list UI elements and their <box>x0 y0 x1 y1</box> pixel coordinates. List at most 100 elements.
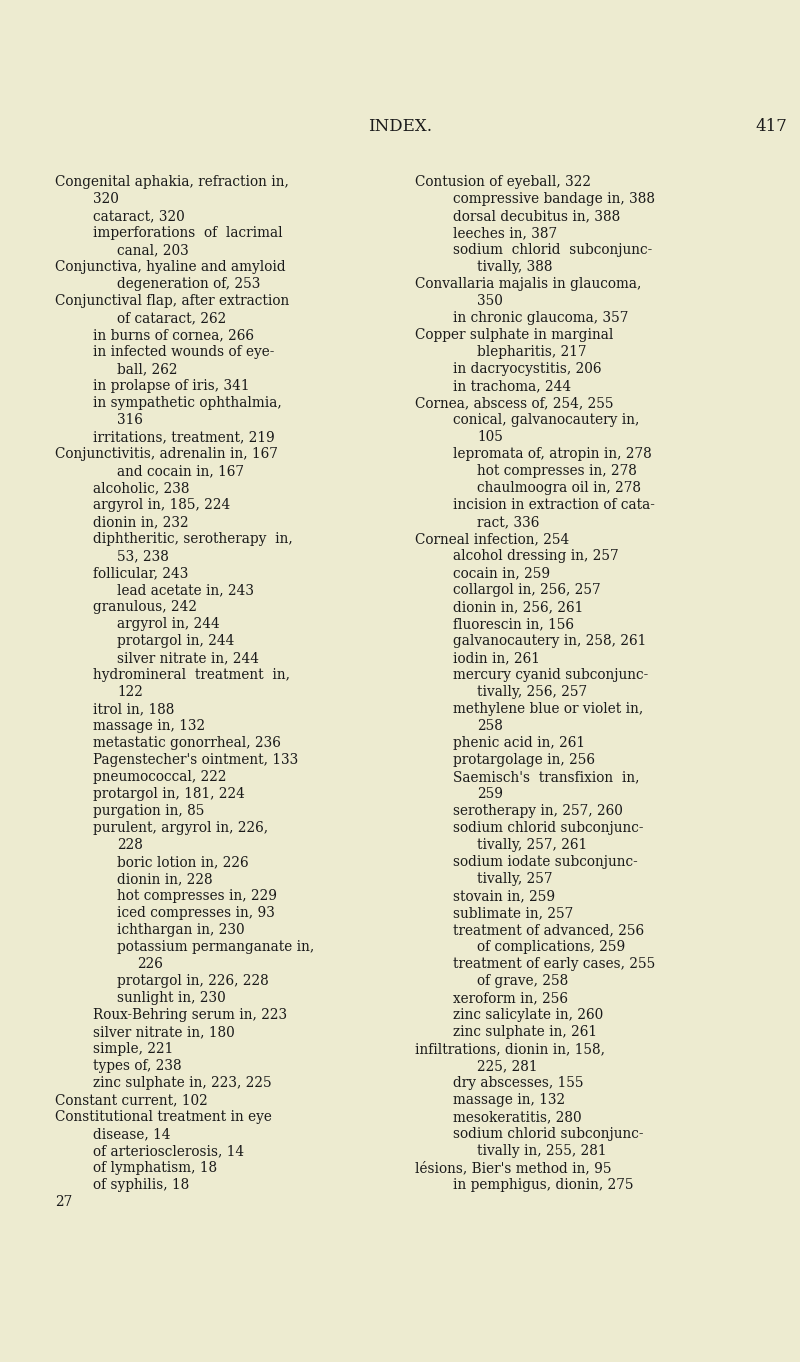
Text: leeches in, 387: leeches in, 387 <box>453 226 557 240</box>
Text: lead acetate in, 243: lead acetate in, 243 <box>117 583 254 597</box>
Text: xeroform in, 256: xeroform in, 256 <box>453 992 568 1005</box>
Text: sublimate in, 257: sublimate in, 257 <box>453 906 574 919</box>
Text: blepharitis, 217: blepharitis, 217 <box>477 345 586 360</box>
Text: and cocain in, 167: and cocain in, 167 <box>117 464 244 478</box>
Text: irritations, treatment, 219: irritations, treatment, 219 <box>93 430 274 444</box>
Text: phenic acid in, 261: phenic acid in, 261 <box>453 735 585 750</box>
Text: cocain in, 259: cocain in, 259 <box>453 567 550 580</box>
Text: of complications, 259: of complications, 259 <box>477 940 626 953</box>
Text: Roux-Behring serum in, 223: Roux-Behring serum in, 223 <box>93 1008 287 1022</box>
Text: Conjunctiva, hyaline and amyloid: Conjunctiva, hyaline and amyloid <box>55 260 286 274</box>
Text: INDEX.: INDEX. <box>368 118 432 135</box>
Text: tivally, 388: tivally, 388 <box>477 260 553 274</box>
Text: dry abscesses, 155: dry abscesses, 155 <box>453 1076 583 1090</box>
Text: dorsal decubitus in, 388: dorsal decubitus in, 388 <box>453 208 620 223</box>
Text: of cataract, 262: of cataract, 262 <box>117 311 226 326</box>
Text: Constitutional treatment in eye: Constitutional treatment in eye <box>55 1110 272 1124</box>
Text: Constant current, 102: Constant current, 102 <box>55 1092 208 1107</box>
Text: alcoholic, 238: alcoholic, 238 <box>93 481 190 494</box>
Text: 105: 105 <box>477 430 503 444</box>
Text: silver nitrate in, 244: silver nitrate in, 244 <box>117 651 259 665</box>
Text: argyrol in, 244: argyrol in, 244 <box>117 617 220 631</box>
Text: potassium permanganate in,: potassium permanganate in, <box>117 940 314 953</box>
Text: Congenital aphakia, refraction in,: Congenital aphakia, refraction in, <box>55 174 289 189</box>
Text: incision in extraction of cata-: incision in extraction of cata- <box>453 498 655 512</box>
Text: 27: 27 <box>55 1194 72 1209</box>
Text: silver nitrate in, 180: silver nitrate in, 180 <box>93 1026 234 1039</box>
Text: tivally, 256, 257: tivally, 256, 257 <box>477 685 587 699</box>
Text: granulous, 242: granulous, 242 <box>93 601 197 614</box>
Text: treatment of advanced, 256: treatment of advanced, 256 <box>453 923 644 937</box>
Text: Conjunctival flap, after extraction: Conjunctival flap, after extraction <box>55 294 290 308</box>
Text: of lymphatism, 18: of lymphatism, 18 <box>93 1160 217 1175</box>
Text: compressive bandage in, 388: compressive bandage in, 388 <box>453 192 655 206</box>
Text: massage in, 132: massage in, 132 <box>93 719 205 733</box>
Text: zinc sulphate in, 261: zinc sulphate in, 261 <box>453 1026 597 1039</box>
Text: purulent, argyrol in, 226,: purulent, argyrol in, 226, <box>93 821 268 835</box>
Text: types of, 238: types of, 238 <box>93 1060 182 1073</box>
Text: 259: 259 <box>477 787 503 801</box>
Text: in sympathetic ophthalmia,: in sympathetic ophthalmia, <box>93 396 282 410</box>
Text: in burns of cornea, 266: in burns of cornea, 266 <box>93 328 254 342</box>
Text: tivally in, 255, 281: tivally in, 255, 281 <box>477 1144 606 1158</box>
Text: treatment of early cases, 255: treatment of early cases, 255 <box>453 957 655 971</box>
Text: lésions, Bier's method in, 95: lésions, Bier's method in, 95 <box>415 1160 611 1175</box>
Text: zinc salicylate in, 260: zinc salicylate in, 260 <box>453 1008 603 1022</box>
Text: hydromineral  treatment  in,: hydromineral treatment in, <box>93 667 290 682</box>
Text: 350: 350 <box>477 294 503 308</box>
Text: 320: 320 <box>93 192 119 206</box>
Text: fluorescin in, 156: fluorescin in, 156 <box>453 617 574 631</box>
Text: tivally, 257: tivally, 257 <box>477 872 553 887</box>
Text: massage in, 132: massage in, 132 <box>453 1092 565 1107</box>
Text: hot compresses in, 229: hot compresses in, 229 <box>117 889 277 903</box>
Text: metastatic gonorrheal, 236: metastatic gonorrheal, 236 <box>93 735 281 750</box>
Text: ball, 262: ball, 262 <box>117 362 178 376</box>
Text: protargol in, 244: protargol in, 244 <box>117 633 234 648</box>
Text: serotherapy in, 257, 260: serotherapy in, 257, 260 <box>453 804 623 819</box>
Text: 226: 226 <box>137 957 163 971</box>
Text: 316: 316 <box>117 413 143 428</box>
Text: follicular, 243: follicular, 243 <box>93 567 188 580</box>
Text: 122: 122 <box>117 685 143 699</box>
Text: protargol in, 226, 228: protargol in, 226, 228 <box>117 974 269 987</box>
Text: sunlight in, 230: sunlight in, 230 <box>117 992 226 1005</box>
Text: Corneal infection, 254: Corneal infection, 254 <box>415 533 570 546</box>
Text: Contusion of eyeball, 322: Contusion of eyeball, 322 <box>415 174 591 189</box>
Text: of arteriosclerosis, 14: of arteriosclerosis, 14 <box>93 1144 244 1158</box>
Text: sodium  chlorid  subconjunc-: sodium chlorid subconjunc- <box>453 242 652 257</box>
Text: chaulmoogra oil in, 278: chaulmoogra oil in, 278 <box>477 481 641 494</box>
Text: simple, 221: simple, 221 <box>93 1042 174 1056</box>
Text: stovain in, 259: stovain in, 259 <box>453 889 555 903</box>
Text: tivally, 257, 261: tivally, 257, 261 <box>477 838 587 853</box>
Text: in infected wounds of eye-: in infected wounds of eye- <box>93 345 274 360</box>
Text: boric lotion in, 226: boric lotion in, 226 <box>117 855 249 869</box>
Text: in chronic glaucoma, 357: in chronic glaucoma, 357 <box>453 311 628 326</box>
Text: sodium iodate subconjunc-: sodium iodate subconjunc- <box>453 855 638 869</box>
Text: imperforations  of  lacrimal: imperforations of lacrimal <box>93 226 282 240</box>
Text: pneumococcal, 222: pneumococcal, 222 <box>93 770 226 785</box>
Text: Cornea, abscess of, 254, 255: Cornea, abscess of, 254, 255 <box>415 396 614 410</box>
Text: dionin in, 228: dionin in, 228 <box>117 872 213 887</box>
Text: in prolapse of iris, 341: in prolapse of iris, 341 <box>93 379 250 394</box>
Text: conical, galvanocautery in,: conical, galvanocautery in, <box>453 413 639 428</box>
Text: iced compresses in, 93: iced compresses in, 93 <box>117 906 275 919</box>
Text: purgation in, 85: purgation in, 85 <box>93 804 204 819</box>
Text: argyrol in, 185, 224: argyrol in, 185, 224 <box>93 498 230 512</box>
Text: Convallaria majalis in glaucoma,: Convallaria majalis in glaucoma, <box>415 276 642 291</box>
Text: alcohol dressing in, 257: alcohol dressing in, 257 <box>453 549 618 563</box>
Text: mercury cyanid subconjunc-: mercury cyanid subconjunc- <box>453 667 648 682</box>
Text: disease, 14: disease, 14 <box>93 1126 170 1141</box>
Text: of syphilis, 18: of syphilis, 18 <box>93 1178 190 1192</box>
Text: of grave, 258: of grave, 258 <box>477 974 568 987</box>
Text: methylene blue or violet in,: methylene blue or violet in, <box>453 701 643 716</box>
Text: mesokeratitis, 280: mesokeratitis, 280 <box>453 1110 582 1124</box>
Text: in pemphigus, dionin, 275: in pemphigus, dionin, 275 <box>453 1178 634 1192</box>
Text: canal, 203: canal, 203 <box>117 242 189 257</box>
Text: 258: 258 <box>477 719 503 733</box>
Text: hot compresses in, 278: hot compresses in, 278 <box>477 464 637 478</box>
Text: ichthargan in, 230: ichthargan in, 230 <box>117 923 245 937</box>
Text: infiltrations, dionin in, 158,: infiltrations, dionin in, 158, <box>415 1042 605 1056</box>
Text: 225, 281: 225, 281 <box>477 1060 538 1073</box>
Text: Copper sulphate in marginal: Copper sulphate in marginal <box>415 328 614 342</box>
Text: 228: 228 <box>117 838 143 853</box>
